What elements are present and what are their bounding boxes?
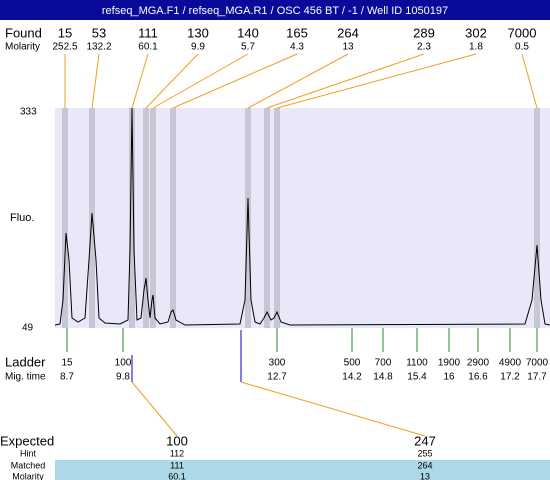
hint-label: Hint: [20, 448, 37, 458]
hint-value: 112: [170, 448, 184, 458]
peak-band: [62, 108, 68, 328]
ladder-value: 4900: [499, 358, 522, 369]
found-value: 130: [187, 25, 209, 40]
ladder-value: 700: [375, 358, 392, 369]
molarity-value: 13: [342, 42, 354, 53]
peak-band: [170, 108, 176, 328]
peak-band: [534, 108, 540, 328]
molarity-row-label: Molarity: [12, 471, 44, 480]
expected-value: 100: [166, 433, 188, 448]
molarity-value: 0.5: [515, 42, 529, 53]
ladder-value: 7000: [526, 358, 549, 369]
found-value: 7000: [508, 25, 537, 40]
ladder-value: 2900: [467, 358, 490, 369]
matched-value: 111: [170, 460, 184, 470]
found-value: 111: [138, 25, 158, 40]
found-label: Found: [5, 25, 42, 40]
molarity-label: Molarity: [5, 42, 40, 53]
molarity-value: 132.2: [86, 42, 111, 53]
peak-band: [245, 108, 251, 328]
connector: [131, 381, 178, 437]
connector: [145, 53, 199, 109]
mig-time-value: 12.7: [267, 372, 287, 383]
ladder-label: Ladder: [5, 354, 46, 369]
found-value: 264: [337, 25, 359, 40]
ladder-value: 100: [115, 358, 132, 369]
connector: [276, 53, 477, 109]
mig-time-value: 17.7: [527, 372, 547, 383]
mig-time-value: 17.2: [500, 372, 520, 383]
connector: [172, 53, 298, 109]
title-bar: [0, 0, 550, 20]
molarity-value: 60.1: [138, 42, 158, 53]
molarity-value: 4.3: [290, 42, 304, 53]
found-value: 15: [58, 25, 72, 40]
peak-band: [150, 108, 156, 328]
hint-value: 255: [417, 448, 432, 458]
ladder-value: 15: [61, 358, 73, 369]
trace: [54, 107, 550, 326]
found-value: 140: [237, 25, 259, 40]
expected-label: Expected: [0, 433, 54, 448]
connector: [247, 53, 349, 109]
found-value: 53: [92, 25, 106, 40]
mig-time-label: Mig. time: [5, 372, 46, 383]
molarity-value: 2.3: [417, 42, 431, 53]
ladder-value: 300: [269, 358, 286, 369]
connector: [240, 381, 426, 437]
plot-area: [55, 108, 550, 328]
molarity-value: 13: [420, 471, 430, 480]
connector: [91, 53, 100, 109]
mig-time-value: 14.8: [373, 372, 393, 383]
mig-time-value: 8.7: [60, 372, 74, 383]
ladder-value: 1900: [438, 358, 461, 369]
mig-time-value: 14.2: [342, 372, 362, 383]
matched-label: Matched: [11, 460, 46, 470]
mig-time-value: 9.8: [116, 372, 130, 383]
molarity-value: 1.8: [469, 42, 483, 53]
found-value: 302: [465, 25, 487, 40]
ladder-value: 1100: [406, 358, 428, 369]
connector: [266, 53, 425, 109]
matched-value: 264: [417, 460, 432, 470]
molarity-value: 9.9: [191, 42, 205, 53]
mig-time-value: 15.4: [407, 372, 427, 383]
molarity-value: 252.5: [52, 42, 77, 53]
connector: [521, 53, 538, 109]
molarity-value: 5.7: [241, 42, 255, 53]
title: refseq_MGA.F1 / refseq_MGA.R1 / OSC 456 …: [102, 5, 448, 17]
row-highlight: [55, 460, 550, 480]
peak-band: [264, 108, 270, 328]
connector: [131, 53, 149, 109]
peak-band: [143, 108, 149, 328]
peak-band: [129, 108, 135, 328]
peak-band: [274, 108, 280, 328]
y-label: Fluo.: [10, 212, 34, 224]
mig-time-value: 16.6: [468, 372, 488, 383]
ladder-value: 500: [344, 358, 361, 369]
expected-value: 247: [414, 433, 436, 448]
found-value: 165: [286, 25, 308, 40]
molarity-value: 60.1: [168, 471, 186, 480]
found-value: 289: [413, 25, 435, 40]
y-bottom: 49: [22, 323, 34, 334]
mig-time-value: 16: [443, 372, 455, 383]
connector: [152, 53, 249, 109]
y-top: 333: [20, 107, 37, 118]
